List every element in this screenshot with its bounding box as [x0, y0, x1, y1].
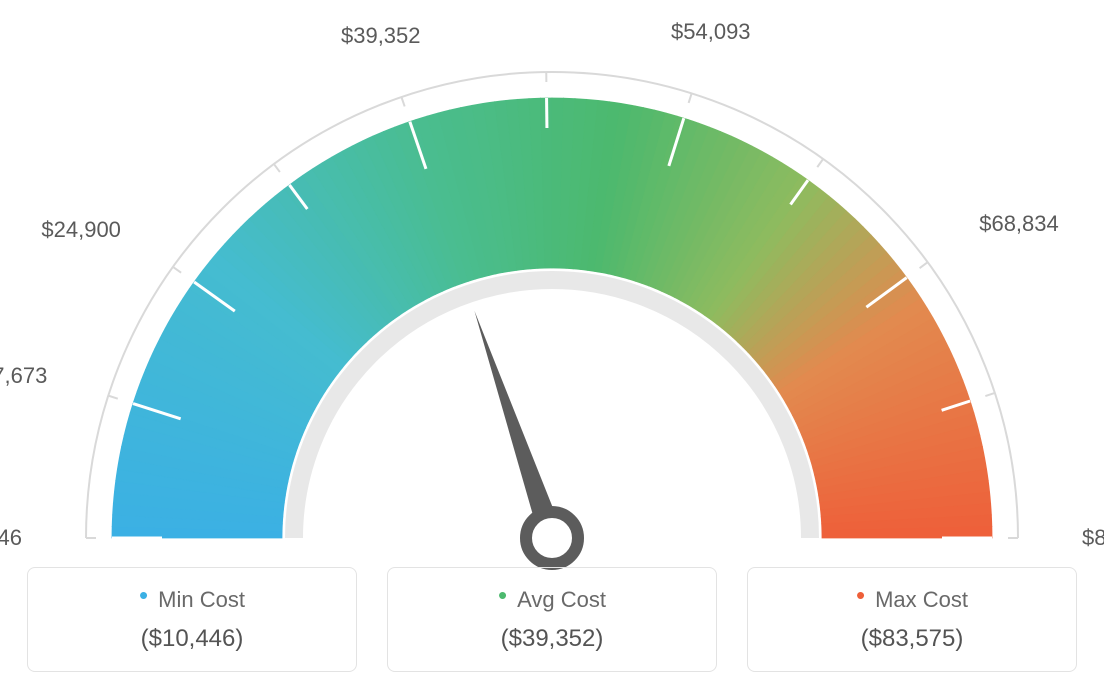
gauge-tick-label: $39,352	[341, 23, 421, 49]
gauge-tick-label: $83,575	[1082, 525, 1104, 551]
gauge-svg	[0, 30, 1104, 590]
gauge-chart-container: $10,446 $17,673 $24,900 $39,352 $54,093 $68,8…	[0, 0, 1104, 690]
legend-card-avg: • Avg Cost ($39,352)	[387, 567, 717, 672]
legend-card-max: • Max Cost ($83,575)	[747, 567, 1077, 672]
legend-row: • Min Cost ($10,446) • Avg Cost ($39,352…	[0, 567, 1104, 672]
gauge-area: $10,446$17,673$24,900$39,352$54,093$68,8…	[0, 0, 1104, 540]
legend-label-min: Min Cost	[158, 587, 245, 613]
gauge-tick-label: $24,900	[41, 217, 121, 243]
legend-title-avg: • Avg Cost	[498, 587, 606, 613]
legend-title-min: • Min Cost	[139, 587, 245, 613]
legend-label-max: Max Cost	[875, 587, 968, 613]
gauge-tick-label: $68,834	[979, 211, 1059, 237]
legend-value-avg: ($39,352)	[501, 625, 604, 653]
legend-label-avg: Avg Cost	[517, 587, 606, 613]
gauge-tick-label: $54,093	[671, 19, 751, 45]
legend-value-min: ($10,446)	[141, 625, 244, 653]
legend-title-max: • Max Cost	[856, 587, 968, 613]
legend-card-min: • Min Cost ($10,446)	[27, 567, 357, 672]
legend-value-max: ($83,575)	[861, 625, 964, 653]
gauge-tick-label: $10,446	[0, 525, 22, 551]
gauge-tick-label: $17,673	[0, 363, 47, 389]
